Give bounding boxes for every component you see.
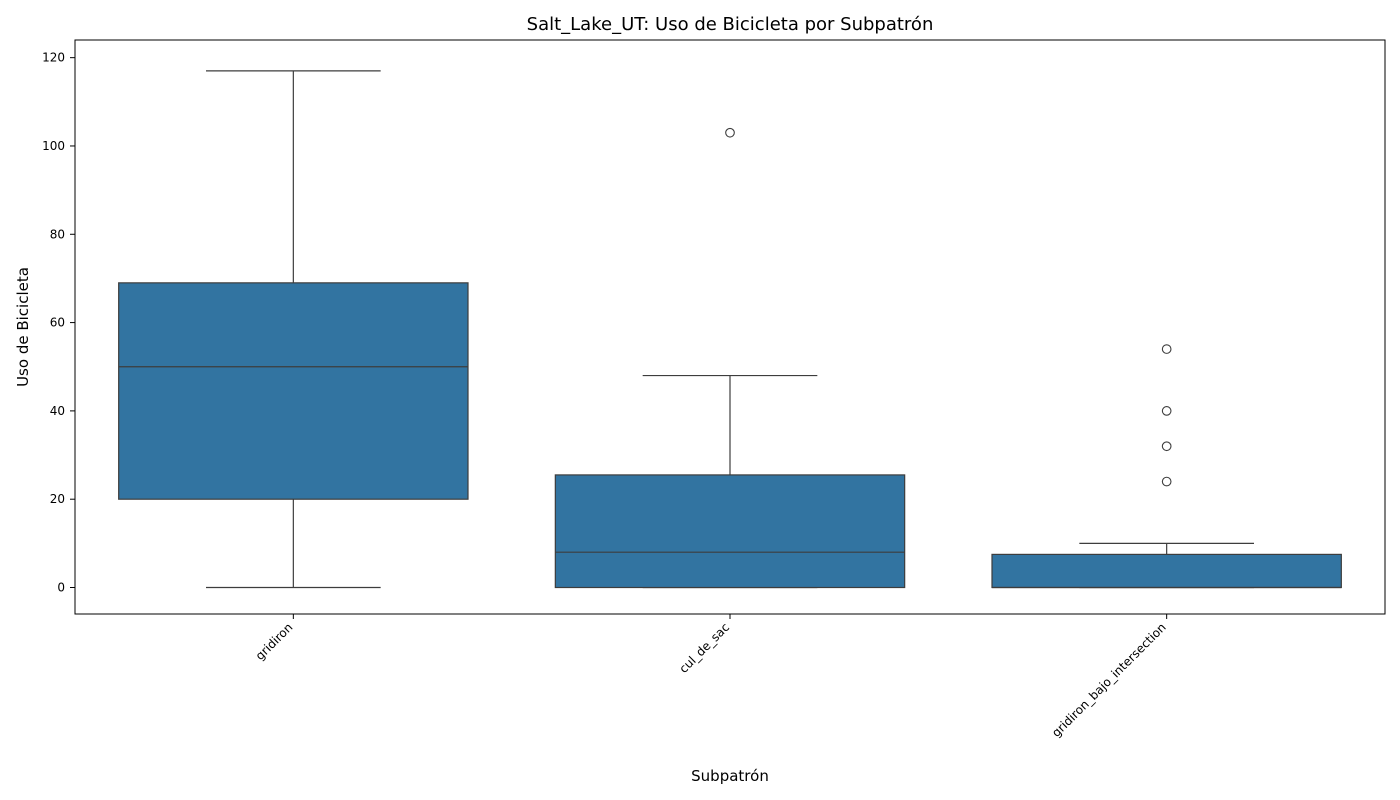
y-axis-label: Uso de Bicicleta — [14, 267, 32, 387]
box-gridiron — [118, 282, 469, 500]
outlier-point-gridiron-bajo-intersection — [1161, 476, 1172, 487]
y-tick-label: 120 — [42, 51, 65, 65]
x-axis-label: Subpatrón — [691, 767, 769, 785]
x-tick-label: gridiron — [253, 620, 296, 663]
y-tick-label: 20 — [50, 492, 65, 506]
x-tick-label: cul_de_sac — [676, 620, 732, 676]
plot-area: 0 20 40 60 80 100 120 gridiron cul_de_sac gridiro… — [42, 39, 1386, 740]
box-cul-de-sac — [554, 474, 906, 589]
chart-title: Salt_Lake_UT: Uso de Bicicleta por Subpa… — [527, 14, 934, 35]
outlier-point-cul-de-sac — [725, 127, 735, 138]
y-tick-label: 40 — [50, 404, 65, 418]
y-tick-label: 60 — [50, 316, 65, 330]
outlier-point-gridiron-bajo-intersection — [1161, 344, 1172, 354]
box-gridiron-bajo-intersection — [991, 553, 1342, 589]
y-tick-label: 0 — [57, 581, 65, 595]
y-tick-label: 100 — [42, 139, 65, 153]
x-tick-label: gridiron_bajo_intersection — [1049, 620, 1169, 740]
outlier-point-gridiron-bajo-intersection — [1161, 441, 1172, 452]
outlier-point-gridiron-bajo-intersection — [1161, 406, 1172, 416]
y-tick-label: 80 — [50, 227, 65, 241]
